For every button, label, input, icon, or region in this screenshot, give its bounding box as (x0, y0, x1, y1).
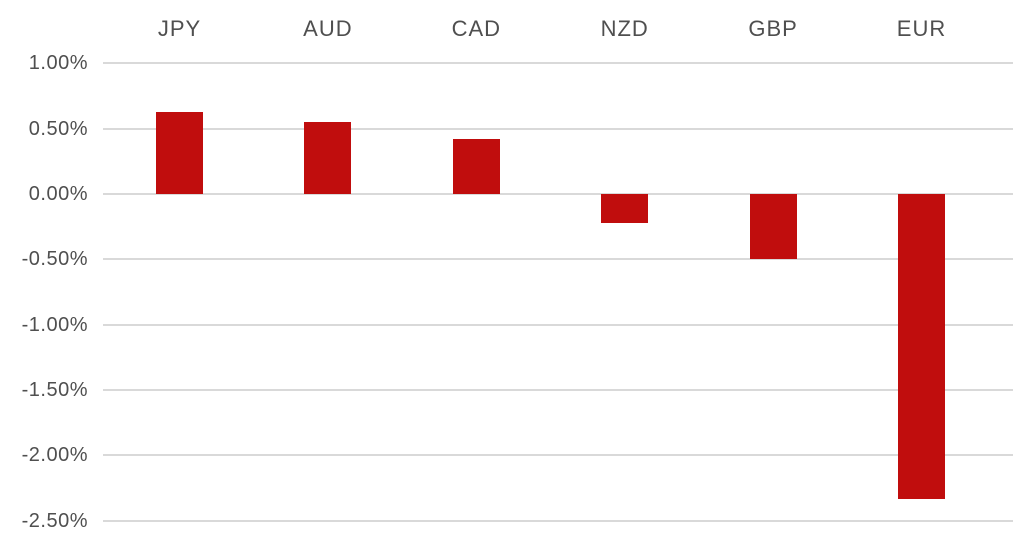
bar-jpy (156, 111, 203, 194)
gridline (103, 127, 1013, 130)
bar-eur (898, 194, 945, 499)
category-label-eur: EUR (896, 16, 947, 41)
y-axis-tick-label: -1.00% (21, 313, 88, 336)
category-label-nzd: NZD (600, 16, 649, 41)
y-axis-tick-label: -1.50% (21, 379, 88, 402)
y-axis-tick-label: 0.00% (28, 183, 88, 205)
bar-aud (304, 122, 352, 194)
category-label-jpy: JPY (157, 16, 202, 41)
gridline (103, 193, 1013, 195)
gridline (103, 389, 1013, 392)
category-label-aud: AUD (303, 16, 353, 41)
gridline (103, 519, 1013, 522)
y-axis-tick-label: -2.00% (21, 444, 88, 467)
gridline (103, 323, 1013, 326)
category-label-gbp: GBP (748, 16, 798, 41)
gridline (103, 454, 1013, 457)
gridline (103, 62, 1013, 65)
y-axis-tick-label: -2.50% (21, 509, 88, 532)
y-axis-tick-label: 1.00% (28, 52, 88, 75)
bar-gbp (749, 194, 797, 260)
bar-nzd (601, 194, 649, 223)
bar-cad (452, 139, 500, 194)
y-axis-tick-label: 0.50% (28, 117, 88, 140)
y-axis-tick-label: -0.50% (21, 248, 88, 271)
category-label-cad: CAD (451, 16, 502, 41)
gridline (103, 258, 1013, 261)
